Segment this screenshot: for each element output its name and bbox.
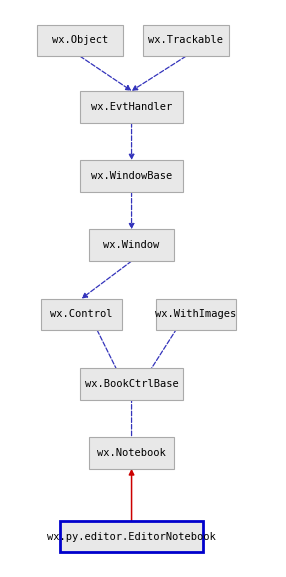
Text: wx.BookCtrlBase: wx.BookCtrlBase bbox=[85, 379, 178, 389]
Text: wx.Notebook: wx.Notebook bbox=[97, 448, 166, 458]
FancyBboxPatch shape bbox=[89, 437, 174, 469]
Text: wx.Control: wx.Control bbox=[50, 309, 113, 320]
Text: wx.Trackable: wx.Trackable bbox=[148, 35, 223, 46]
FancyBboxPatch shape bbox=[80, 91, 183, 123]
FancyBboxPatch shape bbox=[37, 24, 123, 56]
Text: wx.EvtHandler: wx.EvtHandler bbox=[91, 102, 172, 112]
FancyBboxPatch shape bbox=[156, 299, 236, 330]
FancyBboxPatch shape bbox=[89, 229, 174, 261]
Text: wx.Object: wx.Object bbox=[52, 35, 108, 46]
Text: wx.WindowBase: wx.WindowBase bbox=[91, 171, 172, 181]
FancyBboxPatch shape bbox=[143, 24, 229, 56]
Text: wx.WithImages: wx.WithImages bbox=[155, 309, 237, 320]
FancyBboxPatch shape bbox=[80, 160, 183, 192]
Text: wx.Window: wx.Window bbox=[104, 240, 160, 250]
FancyBboxPatch shape bbox=[80, 368, 183, 399]
FancyBboxPatch shape bbox=[41, 299, 122, 330]
FancyBboxPatch shape bbox=[60, 520, 203, 553]
Text: wx.py.editor.EditorNotebook: wx.py.editor.EditorNotebook bbox=[47, 531, 216, 542]
